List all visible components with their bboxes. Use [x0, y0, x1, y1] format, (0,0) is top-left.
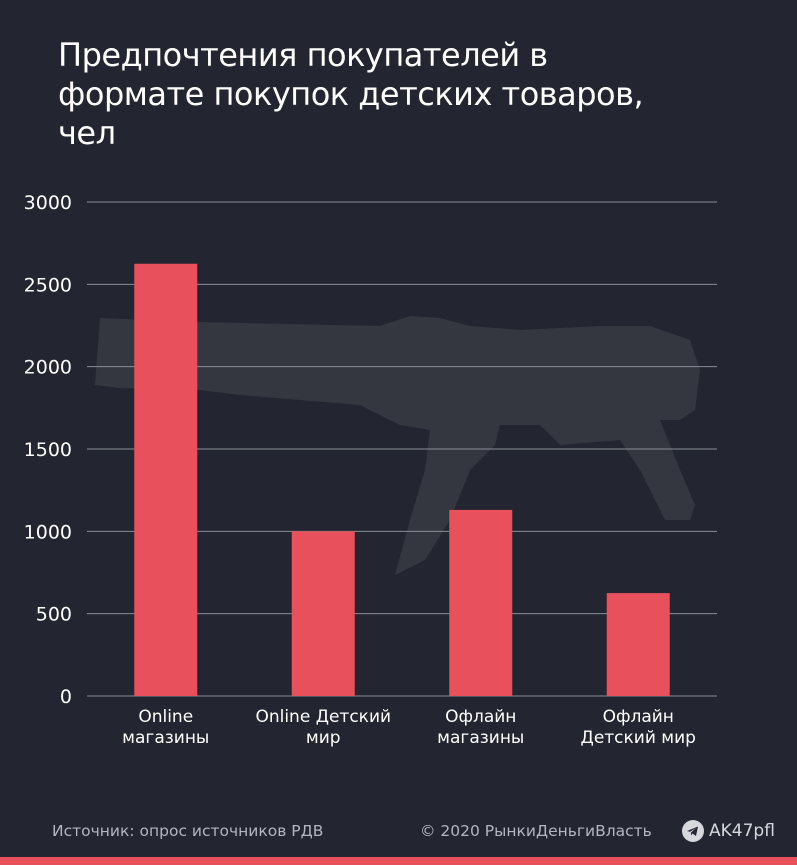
y-tick-label: 3000 [24, 192, 72, 214]
chart-title: Предпочтения покупателей в формате покуп… [58, 36, 644, 152]
y-tick-label: 2000 [24, 357, 72, 379]
bottom-accent-bar [0, 857, 797, 865]
bar [449, 509, 513, 696]
rifle-watermark-icon [95, 316, 700, 575]
x-tick-label: Офлайн [445, 707, 516, 727]
y-tick-label: 2500 [24, 274, 72, 296]
x-tick-label: Online Детский [255, 707, 391, 727]
x-tick-label: магазины [122, 728, 209, 748]
source-note: Источник: опрос источников РДВ [52, 822, 324, 840]
telegram-channel-link[interactable]: AK47pfl [682, 820, 775, 842]
x-tick-label: мир [306, 728, 341, 748]
x-tick-label: Детский мир [581, 728, 696, 748]
x-tick-label: магазины [437, 728, 524, 748]
bar [134, 263, 198, 696]
bar [291, 531, 355, 696]
bar [606, 593, 670, 696]
channel-name: AK47pfl [709, 821, 775, 841]
y-tick-label: 1000 [24, 521, 72, 543]
x-tick-label: Online [138, 707, 193, 727]
y-tick-label: 0 [60, 686, 72, 708]
telegram-icon [682, 820, 704, 842]
y-tick-label: 1500 [24, 439, 72, 461]
x-tick-label: Офлайн [603, 707, 674, 727]
copyright-note: © 2020 РынкиДеньгиВласть [420, 822, 652, 840]
y-tick-label: 500 [36, 604, 72, 626]
